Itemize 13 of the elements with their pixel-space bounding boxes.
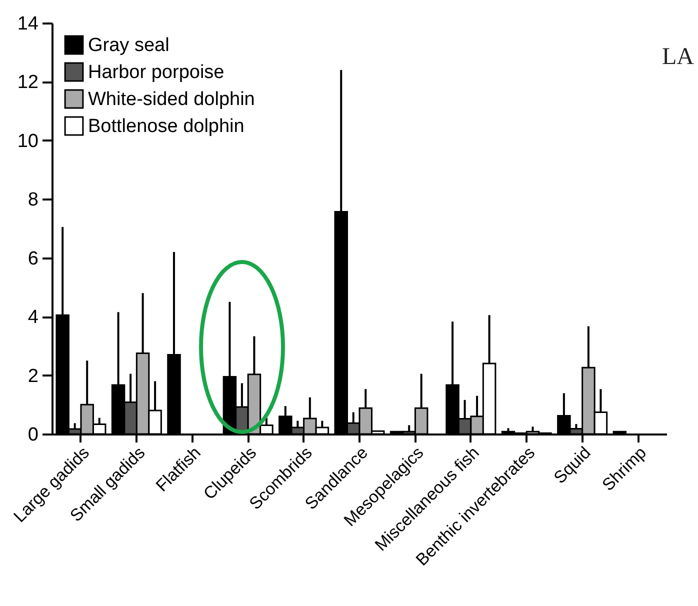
y-tick-label: 8 — [28, 190, 38, 211]
legend-label: Harbor porpoise — [88, 62, 224, 83]
legend-label: Gray seal — [88, 35, 170, 56]
legend-label: Bottlenose dolphin — [88, 116, 244, 137]
y-tick-label: 14 — [17, 14, 39, 34]
y-tick-label: 0 — [28, 424, 38, 446]
legend-label: White-sided dolphin — [88, 89, 255, 110]
y-tick-label: 12 — [17, 72, 38, 94]
y-tick-label: 4 — [28, 307, 39, 328]
y-tick-label: 2 — [28, 366, 38, 387]
annotation: LA — [662, 44, 694, 71]
y-tick-label: 10 — [17, 130, 38, 152]
y-tick-label: 6 — [28, 248, 38, 270]
